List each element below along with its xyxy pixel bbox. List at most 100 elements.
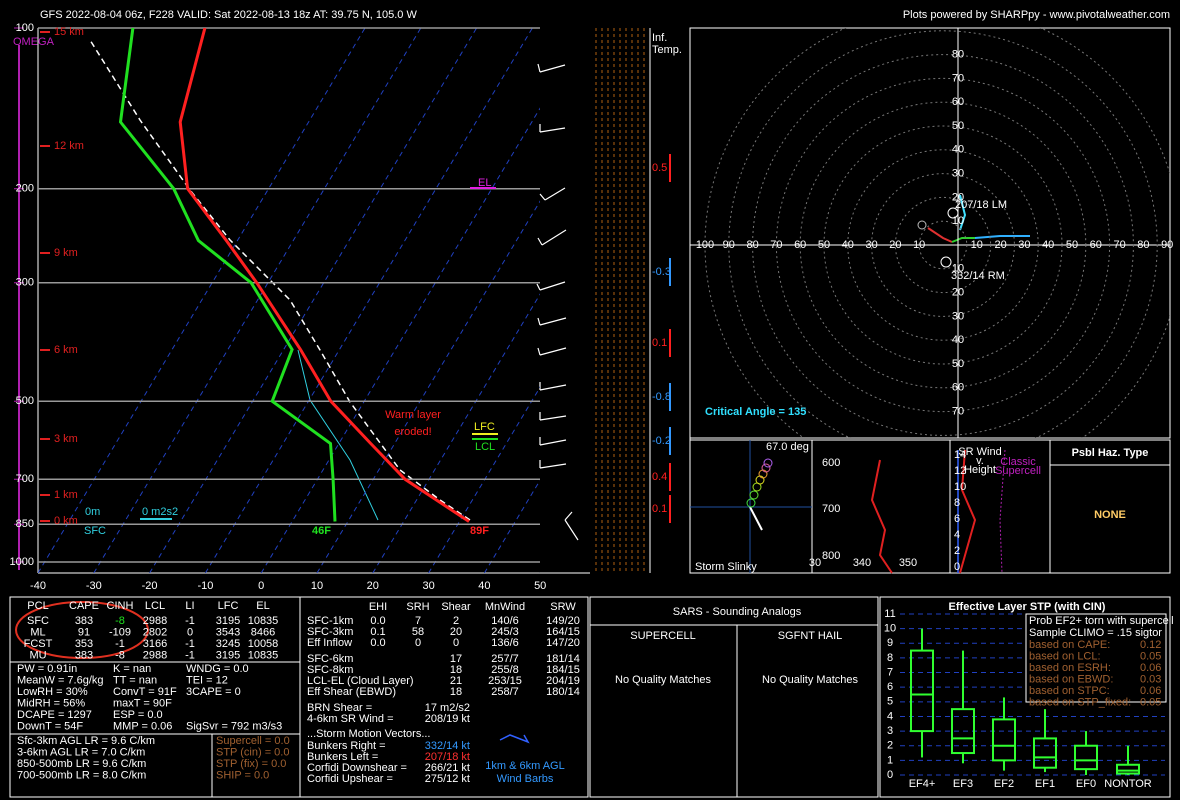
cell: 136/6	[491, 637, 519, 649]
hodo-ring-label: 20	[952, 191, 964, 203]
param: STP (cin) = 0.0	[216, 746, 289, 758]
hazard-value: NONE	[1094, 509, 1126, 521]
cell: 204/19	[546, 675, 580, 687]
motion-label: Bunkers Right =	[307, 740, 386, 752]
height-label: 6 km	[54, 344, 78, 356]
cell: 20	[450, 626, 462, 638]
brn-label: BRN Shear =	[307, 702, 372, 714]
col-header: CAPE	[69, 600, 99, 612]
srw-x-label: 340	[853, 557, 871, 569]
climo-value: 0.05	[1140, 696, 1161, 708]
hodo-trace	[917, 194, 1030, 268]
hodo-ring-label: 40	[842, 239, 854, 251]
cell: 2988	[143, 649, 167, 661]
hodo-ring-label: 80	[746, 239, 758, 251]
cell: 18	[450, 664, 462, 676]
hodo-ring-label: 60	[952, 382, 964, 394]
climo-title: Prob EF2+ torn with supercell	[1029, 615, 1174, 627]
index: maxT = 90F	[113, 697, 172, 709]
hazard-title: Psbl Haz. Type	[1072, 447, 1149, 459]
y-tick-label: 100	[16, 22, 34, 34]
cell: 184/15	[546, 664, 580, 676]
title: GFS 2022-08-04 06z, F228 VALID: Sat 2022…	[40, 9, 417, 21]
lapse-rate: Sfc-3km AGL LR = 9.6 C/km	[17, 735, 155, 747]
row-label: SFC-3km	[307, 626, 353, 638]
hodo-ring-label: 30	[952, 168, 964, 180]
row-label: Eff Inflow	[307, 637, 352, 649]
cell: 8466	[251, 626, 275, 638]
sars-column: SGFNT HAIL	[778, 630, 843, 642]
cell: 10835	[248, 615, 279, 627]
lapse-rate: 700-500mb LR = 8.0 C/km	[17, 769, 146, 781]
y-tick-label: 9	[887, 637, 893, 649]
temperature-profile	[178, 28, 470, 523]
brn-value: 17 m2/s2	[425, 702, 470, 714]
isotherm	[316, 200, 540, 573]
index: K = nan	[113, 663, 151, 675]
wind-barbs	[536, 63, 579, 541]
barb-note: Wind Barbs	[497, 773, 554, 785]
cell: -8	[115, 649, 125, 661]
hodo-ring-label: 100	[696, 239, 714, 251]
climo-value: 0.03	[1140, 673, 1161, 685]
inf-value: -0.3	[652, 266, 671, 278]
hodo-ring-label: 70	[952, 72, 964, 84]
y-tick-label: 850	[16, 518, 34, 530]
col-header: EL	[256, 600, 269, 612]
isotherm	[372, 293, 540, 573]
col-header: PCL	[27, 600, 48, 612]
srwind-title: Height	[964, 464, 996, 476]
cell: 353	[75, 638, 93, 650]
cell: 383	[75, 649, 93, 661]
x-tick-label: -10	[197, 580, 213, 592]
index: DCAPE = 1297	[17, 709, 92, 721]
isotherm	[149, 28, 478, 573]
hodo-ring-label: 60	[794, 239, 806, 251]
right-mover: 332/14 RM	[951, 270, 1005, 282]
hodo-ring-label: 30	[952, 310, 964, 322]
brn-label: 4-6km SR Wind =	[307, 713, 394, 725]
cell: 91	[78, 626, 90, 638]
height-label: 15 km	[54, 26, 84, 38]
row-label: SFC-1km	[307, 615, 353, 627]
col-header: SRH	[406, 601, 429, 613]
height-label: 1 km	[54, 489, 78, 501]
srwind-label: Classic	[1000, 456, 1036, 468]
lapse-rate: 850-500mb LR = 9.6 C/km	[17, 758, 146, 770]
motion-value: 275/12 kt	[425, 773, 470, 785]
index: LowRH = 30%	[17, 686, 88, 698]
hodo-ring-label: 40	[1042, 239, 1054, 251]
box	[1116, 763, 1140, 775]
motion-value: 332/14 kt	[425, 740, 470, 752]
motion-label: Corfidi Upshear =	[307, 773, 393, 785]
motion-label: Bunkers Left =	[307, 751, 378, 763]
col-header: LI	[185, 600, 194, 612]
cell: -8	[115, 615, 125, 627]
hodo-ring-label: 30	[1018, 239, 1030, 251]
hodo-ring-label: 20	[889, 239, 901, 251]
motion-value: 207/18 kt	[425, 751, 470, 763]
climo-label: based on ESRH:	[1029, 662, 1111, 674]
hodo-ring-label: 10	[952, 215, 964, 227]
climo-title: Sample CLIMO = .15 sigtor	[1029, 627, 1162, 639]
hodo-ring	[847, 149, 1039, 341]
parcel-trace	[89, 39, 471, 521]
cell: FCST	[24, 638, 53, 650]
x-tick-label: 50	[534, 580, 546, 592]
row-label: LCL-EL (Cloud Layer)	[307, 675, 414, 687]
brn-value: 208/19 kt	[425, 713, 470, 725]
inf-value: -0.2	[652, 435, 671, 447]
param: SHIP = 0.0	[216, 769, 269, 781]
cell: 17	[450, 653, 462, 665]
x-tick-label: EF2	[994, 778, 1014, 790]
index: TT = nan	[113, 674, 157, 686]
srwind-y-label: 2	[954, 545, 960, 557]
y-tick-label: 3	[887, 725, 893, 737]
inf-title: Inf.	[652, 32, 667, 44]
hodo-ring-label: 50	[1066, 239, 1078, 251]
slinky-angle: 67.0 deg	[766, 441, 809, 453]
y-tick-label: 8	[887, 652, 893, 664]
height-label: 3 km	[54, 433, 78, 445]
lcl-label: LCL	[475, 441, 495, 453]
index: SigSvr = 792 m3/s3	[186, 720, 282, 732]
